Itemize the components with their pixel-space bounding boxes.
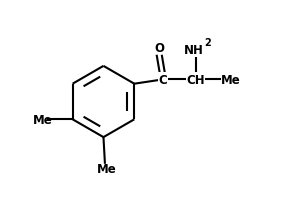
Text: NH: NH [184, 44, 204, 57]
Text: Me: Me [33, 113, 53, 126]
Text: C: C [158, 74, 167, 86]
Text: Me: Me [221, 74, 241, 86]
Text: CH: CH [186, 74, 205, 86]
Text: Me: Me [97, 162, 117, 175]
Text: O: O [154, 42, 164, 54]
Text: 2: 2 [204, 38, 211, 48]
